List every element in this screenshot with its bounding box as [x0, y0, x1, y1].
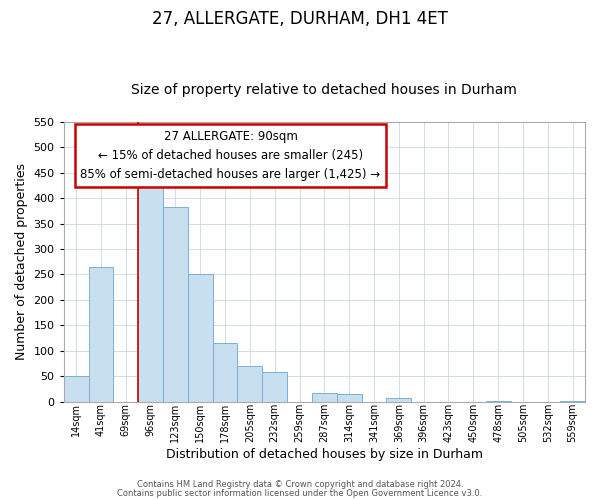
Bar	[560, 400, 585, 402]
Bar	[312, 392, 337, 402]
Title: Size of property relative to detached houses in Durham: Size of property relative to detached ho…	[131, 83, 517, 97]
Bar	[188, 274, 212, 402]
Bar	[486, 400, 511, 402]
Bar	[337, 394, 362, 402]
Bar	[262, 372, 287, 402]
Bar	[89, 267, 113, 402]
Bar	[238, 366, 262, 402]
Bar	[64, 376, 89, 402]
Text: 27 ALLERGATE: 90sqm
← 15% of detached houses are smaller (245)
85% of semi-detac: 27 ALLERGATE: 90sqm ← 15% of detached ho…	[80, 130, 380, 181]
Bar	[138, 183, 163, 402]
Bar	[163, 208, 188, 402]
Text: 27, ALLERGATE, DURHAM, DH1 4ET: 27, ALLERGATE, DURHAM, DH1 4ET	[152, 10, 448, 28]
Bar	[386, 398, 411, 402]
Text: Contains HM Land Registry data © Crown copyright and database right 2024.: Contains HM Land Registry data © Crown c…	[137, 480, 463, 489]
Y-axis label: Number of detached properties: Number of detached properties	[15, 163, 28, 360]
Bar	[212, 343, 238, 402]
X-axis label: Distribution of detached houses by size in Durham: Distribution of detached houses by size …	[166, 448, 483, 461]
Text: Contains public sector information licensed under the Open Government Licence v3: Contains public sector information licen…	[118, 488, 482, 498]
